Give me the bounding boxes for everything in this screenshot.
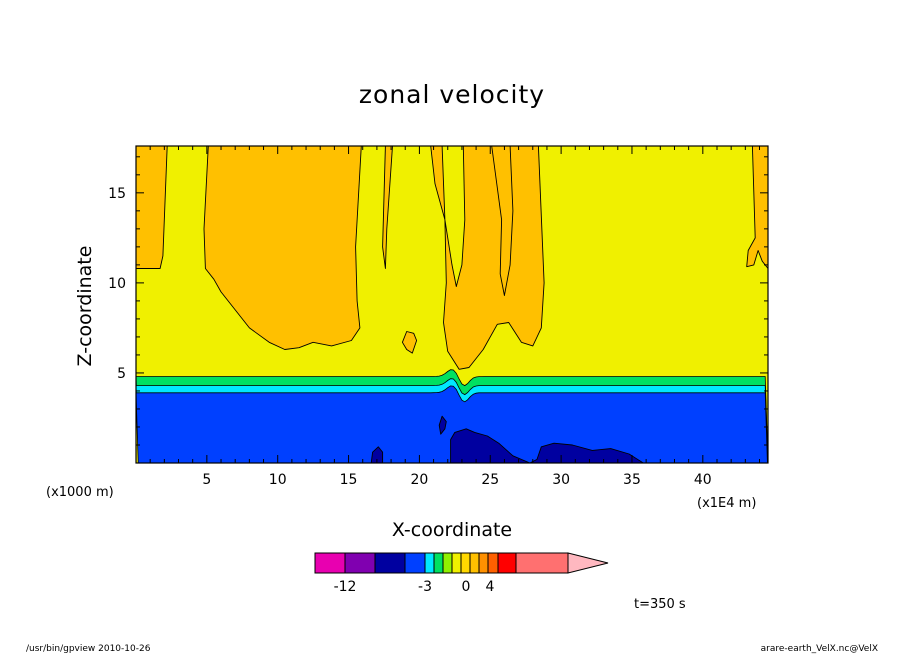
contour-band-blue bbox=[136, 385, 768, 463]
colorbar-swatch bbox=[497, 552, 517, 574]
colorbar-label: 0 bbox=[462, 579, 471, 595]
colorbar-swatch bbox=[374, 552, 406, 574]
colorbar-swatch bbox=[424, 552, 435, 574]
plot-frame bbox=[135, 145, 769, 464]
x-tick-label: 15 bbox=[340, 472, 358, 488]
colorbar-swatch bbox=[314, 552, 346, 574]
contour-region-1-2 bbox=[450, 428, 644, 463]
colorbar-swatch bbox=[460, 552, 471, 574]
colorbar-swatch bbox=[442, 552, 453, 574]
contour-region-1-0 bbox=[370, 446, 384, 463]
axis-ticks bbox=[136, 146, 768, 463]
colorbar-label: -12 bbox=[334, 579, 357, 595]
footer-right: arare-earth_VelX.nc@VelX bbox=[761, 644, 878, 654]
colorbar-swatch bbox=[469, 552, 480, 574]
y-tick-label: 5 bbox=[117, 366, 126, 382]
colorbar bbox=[314, 552, 609, 574]
plot-area bbox=[136, 146, 768, 463]
colorbar-labels: -12 -3 0 4 bbox=[334, 579, 495, 595]
colorbar-label: 4 bbox=[486, 579, 495, 595]
contour-region-0-4 bbox=[401, 331, 418, 354]
x-tick-label: 5 bbox=[202, 472, 211, 488]
colorbar-arrow-tip bbox=[567, 552, 609, 574]
x-tick-label: 20 bbox=[410, 472, 428, 488]
x-tick-label: 40 bbox=[694, 472, 712, 488]
time-label: t=350 s bbox=[634, 597, 686, 612]
y-tick-label: 15 bbox=[108, 186, 126, 202]
axis-tick-labels: 5 10 15 20 25 30 35 40 5 10 15 bbox=[108, 186, 712, 488]
colorbar-swatch bbox=[515, 552, 569, 574]
colorbar-swatch bbox=[478, 552, 489, 574]
contour-region-0-0 bbox=[136, 146, 168, 269]
y-tick-label: 10 bbox=[108, 276, 126, 292]
x-unit-left: (x1000 m) bbox=[46, 485, 114, 500]
colorbar-swatch bbox=[451, 552, 462, 574]
x-axis-title: X-coordinate bbox=[392, 519, 512, 541]
colorbar-swatch bbox=[404, 552, 426, 574]
contour-region-0-3 bbox=[430, 146, 545, 370]
contour-region-0-5 bbox=[746, 146, 768, 269]
colorbar-swatch bbox=[433, 552, 444, 574]
x-tick-label: 25 bbox=[481, 472, 499, 488]
contour-region-0-1 bbox=[203, 146, 362, 350]
x-unit-right: (x1E4 m) bbox=[697, 496, 756, 511]
footer-left: /usr/bin/gpview 2010-10-26 bbox=[26, 644, 151, 654]
x-tick-label: 35 bbox=[623, 472, 641, 488]
x-tick-label: 30 bbox=[552, 472, 570, 488]
colorbar-swatch bbox=[344, 552, 376, 574]
contour-region-1-1 bbox=[438, 415, 447, 435]
y-axis-title: Z-coordinate bbox=[74, 246, 96, 367]
x-tick-label: 10 bbox=[269, 472, 287, 488]
chart-title: zonal velocity bbox=[359, 80, 545, 109]
colorbar-label: -3 bbox=[418, 579, 432, 595]
contour-region-0-2 bbox=[382, 146, 393, 269]
colorbar-swatch bbox=[487, 552, 499, 574]
